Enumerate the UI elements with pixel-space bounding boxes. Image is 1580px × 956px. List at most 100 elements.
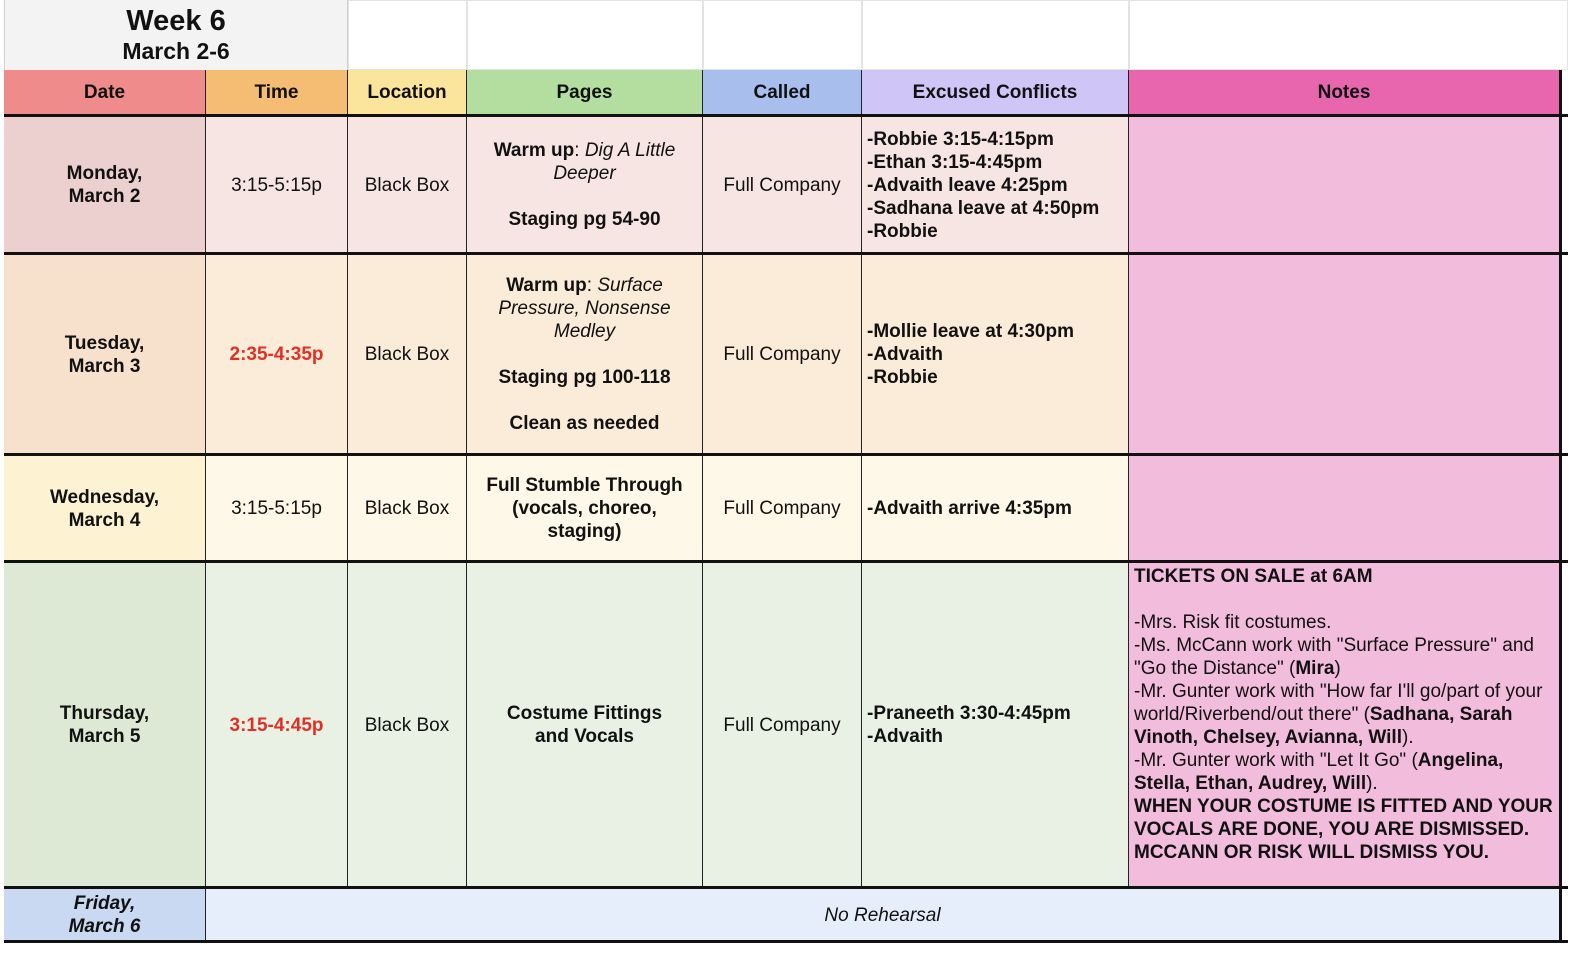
called-cell[interactable]: Full Company <box>703 562 862 888</box>
called-value: Full Company <box>723 344 841 365</box>
conflict-item: -Advaith leave 4:25pm <box>867 174 1068 196</box>
conflict-item: -Robbie 3:15-4:15pm <box>867 128 1054 150</box>
location-value: Black Box <box>364 714 450 736</box>
called-cell[interactable]: Full Company <box>703 116 862 254</box>
empty-cell[interactable] <box>862 0 1129 70</box>
date-cell[interactable]: Friday, March 6 <box>4 888 206 942</box>
notes-text: -Mr. Gunter work with "How far I'll go/p… <box>1134 681 1543 725</box>
empty-cell[interactable] <box>348 0 467 70</box>
time-cell[interactable]: 2:35-4:35p <box>206 254 348 455</box>
time-value: 3:15-5:15p <box>231 174 322 196</box>
date-cell[interactable]: Tuesday, March 3 <box>4 254 206 455</box>
time-cell[interactable]: 3:15-5:15p <box>206 116 348 254</box>
header-excused-conflicts[interactable]: Excused Conflicts <box>862 70 1129 116</box>
notes-cell[interactable]: TICKETS ON SALE at 6AM -Mrs. Risk fit cos… <box>1129 562 1562 888</box>
warmup-text: Warm up: Surface Pressure, Nonsense Medl… <box>498 275 671 342</box>
empty-cell[interactable] <box>703 0 862 70</box>
location-cell[interactable]: Black Box <box>348 562 467 888</box>
time-value: 3:15-4:45p <box>229 714 324 736</box>
empty-cell[interactable] <box>467 0 703 70</box>
location-cell[interactable]: Black Box <box>348 455 467 562</box>
conflict-item: -Ethan 3:15-4:45pm <box>867 151 1043 173</box>
pages-line: Full Stumble Through <box>486 475 683 496</box>
notes-text: -Ms. McCann work with "Surface Pressure"… <box>1134 635 1534 679</box>
notes-names: Mira <box>1295 658 1335 679</box>
date-line: March 4 <box>68 509 141 531</box>
week-range: March 2-6 <box>122 38 230 64</box>
date-line: Friday, <box>73 893 136 914</box>
notes-names: Angelina, Stella, Ethan, Audrey, Will <box>1134 750 1504 794</box>
header-notes[interactable]: Notes <box>1129 70 1562 116</box>
date-line: Tuesday, <box>64 332 145 354</box>
header-time[interactable]: Time <box>206 70 348 116</box>
notes-closing: WHEN YOUR COSTUME IS FITTED AND YOUR VOC… <box>1134 796 1553 863</box>
date-line: March 5 <box>68 726 141 747</box>
header-pages[interactable]: Pages <box>467 70 703 116</box>
conflict-item: -Mollie leave at 4:30pm <box>867 321 1074 342</box>
notes-headline: TICKETS ON SALE at 6AM <box>1134 566 1373 587</box>
week-title-cell[interactable]: Week 6 March 2-6 <box>4 0 348 70</box>
notes-names: Sadhana, Sarah Vinoth, Chelsey, Avianna,… <box>1134 704 1513 748</box>
pages-cell[interactable]: Warm up: Surface Pressure, Nonsense Medl… <box>467 254 703 455</box>
location-cell[interactable]: Black Box <box>348 116 467 254</box>
pages-line: Costume Fittings <box>506 703 663 724</box>
called-cell[interactable]: Full Company <box>703 254 862 455</box>
pages-item: Staging pg 54-90 <box>508 209 661 230</box>
called-value: Full Company <box>723 498 841 519</box>
conflicts-cell[interactable]: -Robbie 3:15-4:15pm -Ethan 3:15-4:45pm -Ad… <box>862 116 1129 254</box>
pages-item: Staging pg 100-118 <box>498 367 671 388</box>
notes-item: -Mr. Gunter work with "How far I'll go/p… <box>1134 680 1555 749</box>
conflict-item: -Robbie <box>867 220 938 242</box>
pages-cell[interactable]: Full Stumble Through (vocals, choreo, sta… <box>467 455 703 562</box>
notes-text: -Mr. Gunter work with "Let It Go" ( <box>1134 750 1418 771</box>
header-location[interactable]: Location <box>348 70 467 116</box>
row-divider <box>4 114 1568 117</box>
conflict-item: -Praneeth 3:30-4:45pm <box>867 703 1071 724</box>
conflicts-cell[interactable]: -Mollie leave at 4:30pm -Advaith -Robbie <box>862 254 1129 455</box>
warmup-label: Warm up <box>493 140 575 161</box>
empty-cell[interactable] <box>1129 0 1568 70</box>
conflict-item: -Robbie <box>867 367 938 388</box>
conflict-item: -Advaith <box>867 344 943 365</box>
no-rehearsal-cell[interactable]: No Rehearsal <box>206 888 1562 942</box>
conflict-item: -Sadhana leave at 4:50pm <box>867 197 1100 219</box>
location-value: Black Box <box>364 344 450 365</box>
time-cell[interactable]: 3:15-5:15p <box>206 455 348 562</box>
pages-line: (vocals, choreo, staging) <box>512 498 657 542</box>
conflicts-cell[interactable]: -Praneeth 3:30-4:45pm -Advaith <box>862 562 1129 888</box>
notes-cell[interactable] <box>1129 455 1562 562</box>
notes-text: ). <box>1402 727 1414 748</box>
warmup-title: Surface Pressure, Nonsense Medley <box>498 275 671 342</box>
pages-cell[interactable]: Warm up: Dig A Little Deeper Staging pg 5… <box>467 116 703 254</box>
notes-cell[interactable] <box>1129 116 1562 254</box>
row-divider <box>4 453 1568 456</box>
row-divider <box>4 560 1568 563</box>
location-cell[interactable]: Black Box <box>348 254 467 455</box>
notes-item: -Ms. McCann work with "Surface Pressure"… <box>1134 634 1555 680</box>
date-cell[interactable]: Wednesday, March 4 <box>4 455 206 562</box>
location-value: Black Box <box>364 498 450 519</box>
notes-text: ) <box>1334 658 1341 679</box>
date-line: March 2 <box>68 186 141 207</box>
pages-cell[interactable]: Costume Fittings and Vocals <box>467 562 703 888</box>
conflicts-cell[interactable]: -Advaith arrive 4:35pm <box>862 455 1129 562</box>
date-line: Wednesday, <box>49 486 160 508</box>
row-divider <box>4 940 1568 943</box>
header-date[interactable]: Date <box>4 70 206 116</box>
called-cell[interactable]: Full Company <box>703 455 862 562</box>
notes-text: ). <box>1366 773 1378 794</box>
called-value: Full Company <box>723 174 841 196</box>
time-cell[interactable]: 3:15-4:45p <box>206 562 348 888</box>
notes-cell[interactable] <box>1129 254 1562 455</box>
date-cell[interactable]: Thursday, March 5 <box>4 562 206 888</box>
conflict-item: -Advaith <box>867 726 943 747</box>
pages-line: and Vocals <box>535 726 634 747</box>
warmup-text: Warm up: Dig A Little Deeper <box>493 140 676 184</box>
conflict-item: -Advaith arrive 4:35pm <box>867 498 1072 519</box>
date-line: March 3 <box>68 355 141 377</box>
called-value: Full Company <box>723 714 841 736</box>
date-cell[interactable]: Monday, March 2 <box>4 116 206 254</box>
location-value: Black Box <box>364 174 450 196</box>
header-called[interactable]: Called <box>703 70 862 116</box>
pages-item: Clean as needed <box>509 413 660 434</box>
